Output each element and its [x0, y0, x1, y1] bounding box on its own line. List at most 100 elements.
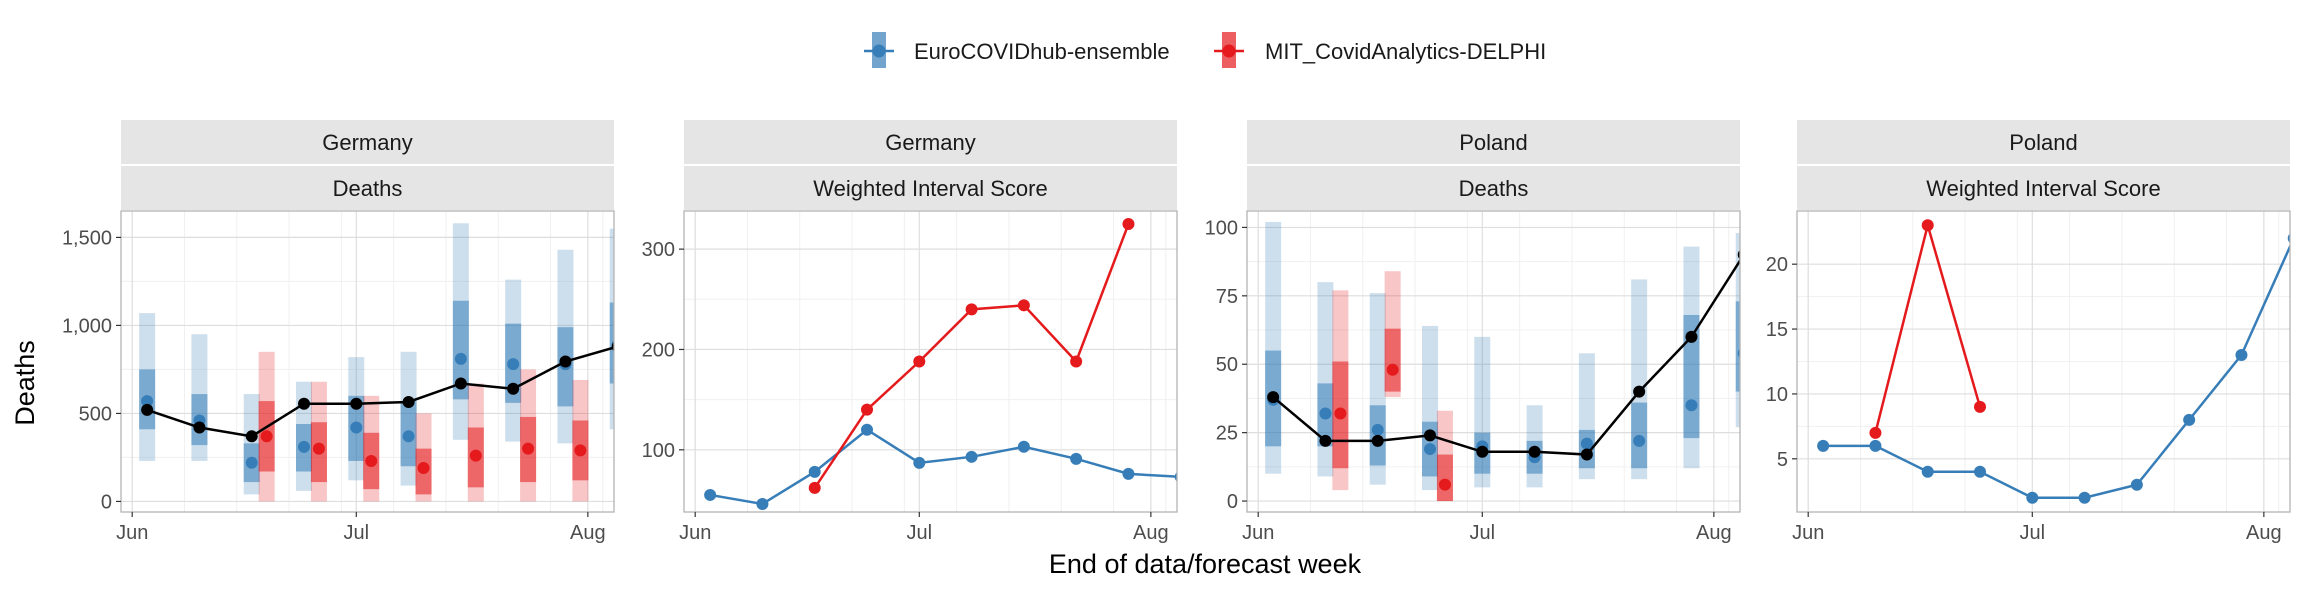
score-point-mit-covidanalytics-delphi: [1017, 299, 1030, 312]
score-point-mit-covidanalytics-delphi: [1921, 219, 1934, 232]
y-tick-label: 25: [1216, 423, 1238, 445]
observed-point: [507, 382, 520, 395]
panel-germany-deaths: Germany Deaths 0 500 1,000 1,500 Jun Jul Aug: [62, 120, 615, 544]
median-point-mit-covidanalytics-delphi: [417, 461, 430, 474]
score-point-mit-covidanalytics-delphi: [1974, 400, 1987, 413]
score-point-eurocovidhub-ensemble: [1974, 465, 1987, 478]
median-point-eurocovidhub-ensemble: [1424, 443, 1437, 456]
x-tick-label: Jul: [344, 522, 370, 544]
panel-border: [1796, 210, 2291, 513]
x-axis-title: End of data/forecast week: [1049, 549, 1362, 579]
strip-metric-label: Weighted Interval Score: [1926, 176, 2160, 201]
y-tick-label: 100: [642, 440, 675, 462]
median-point-eurocovidhub-ensemble: [507, 358, 520, 371]
score-point-eurocovidhub-ensemble: [1869, 439, 1882, 452]
interval-90-eurocovidhub-ensemble: [1317, 282, 1334, 477]
median-point-mit-covidanalytics-delphi: [1438, 478, 1451, 491]
observed-point: [350, 397, 363, 410]
median-point-eurocovidhub-ensemble: [454, 352, 467, 365]
score-point-mit-covidanalytics-delphi: [1869, 426, 1882, 439]
median-point-mit-covidanalytics-delphi: [574, 444, 587, 457]
median-point-eurocovidhub-ensemble: [141, 395, 154, 408]
y-tick-label: 5: [1777, 449, 1788, 471]
score-point-eurocovidhub-ensemble: [2235, 349, 2248, 362]
score-point-mit-covidanalytics-delphi: [913, 355, 926, 368]
x-tick-label: Aug: [570, 522, 606, 544]
legend-key-ensemble: [864, 32, 894, 68]
median-point-eurocovidhub-ensemble: [298, 440, 311, 453]
panel-poland-deaths: Poland Deaths 0 25 50 75 100 Jun Jul Aug: [1205, 120, 1741, 544]
score-point-eurocovidhub-ensemble: [2183, 413, 2196, 426]
score-point-eurocovidhub-ensemble: [913, 456, 926, 469]
score-point-eurocovidhub-ensemble: [2130, 478, 2143, 491]
score-point-mit-covidanalytics-delphi: [808, 481, 821, 494]
median-point-eurocovidhub-ensemble: [1685, 399, 1698, 412]
legend-delphi-point: [1222, 44, 1236, 58]
observed-point: [1633, 385, 1646, 398]
median-point-mit-covidanalytics-delphi: [1334, 407, 1347, 420]
strip-metric-bg: [121, 166, 614, 210]
grid-lines: [1247, 211, 1740, 512]
grid-lines: [1797, 211, 2290, 512]
score-point-mit-covidanalytics-delphi: [1122, 218, 1135, 231]
strip-metric-label: Deaths: [333, 176, 403, 201]
x-tick-label: Jul: [2020, 522, 2046, 544]
y-tick-label: 0: [1227, 491, 1238, 513]
score-point-eurocovidhub-ensemble: [861, 423, 874, 436]
observed-point: [1424, 429, 1437, 442]
y-tick-label: 50: [1216, 354, 1238, 376]
strip-location-bg: [1797, 120, 2290, 164]
observed-point: [454, 377, 467, 390]
median-point-mit-covidanalytics-delphi: [312, 442, 325, 455]
median-point-mit-covidanalytics-delphi: [469, 449, 482, 462]
legend: EuroCOVIDhub-ensemble MIT_CovidAnalytics…: [864, 32, 1546, 68]
plot-data: [704, 218, 1177, 510]
score-point-eurocovidhub-ensemble: [808, 465, 821, 478]
strip-metric-bg: [684, 166, 1177, 210]
observed-point: [1528, 445, 1541, 458]
observed-point: [1476, 445, 1489, 458]
score-point-eurocovidhub-ensemble: [1122, 467, 1135, 480]
strip-location-bg: [1247, 120, 1740, 164]
median-point-eurocovidhub-ensemble: [402, 430, 415, 443]
observed-point: [402, 395, 415, 408]
median-point-mit-covidanalytics-delphi: [522, 442, 535, 455]
observed-point: [1267, 391, 1280, 404]
observed-point: [1319, 434, 1332, 447]
median-point-eurocovidhub-ensemble: [350, 421, 363, 434]
plot-data: [139, 223, 614, 502]
observed-point: [1580, 448, 1593, 461]
median-point-mit-covidanalytics-delphi: [1386, 363, 1399, 376]
x-tick-label: Aug: [2246, 522, 2282, 544]
score-point-eurocovidhub-ensemble: [965, 450, 978, 463]
y-tick-label: 1,000: [62, 315, 112, 337]
x-tick-label: Jun: [1792, 522, 1824, 544]
plot-data: [1265, 221, 1740, 502]
score-point-eurocovidhub-ensemble: [2026, 491, 2039, 504]
panel-poland-weighted-interval-score: Poland Weighted Interval Score 5 10 15 20 Jun J…: [1766, 120, 2291, 544]
x-tick-label: Jun: [116, 522, 148, 544]
y-tick-label: 500: [79, 403, 112, 425]
observed-line: [1272, 258, 1740, 456]
score-point-eurocovidhub-ensemble: [2078, 491, 2091, 504]
y-tick-label: 200: [642, 339, 675, 361]
panel-border: [1246, 210, 1741, 513]
panel-germany-weighted-interval-score: Germany Weighted Interval Score 100 200 300 J…: [642, 120, 1178, 544]
y-tick-label: 100: [1205, 217, 1238, 239]
legend-delphi-label: MIT_CovidAnalytics-DELPHI: [1265, 39, 1546, 64]
x-tick-label: Jul: [907, 522, 933, 544]
interval-50-eurocovidhub-ensemble: [452, 300, 469, 400]
interval-50-mit-covidanalytics-delphi: [1436, 454, 1453, 502]
y-tick-label: 75: [1216, 286, 1238, 308]
score-point-mit-covidanalytics-delphi: [861, 403, 874, 416]
y-tick-label: 0: [101, 491, 112, 513]
x-tick-label: Jun: [679, 522, 711, 544]
interval-50-eurocovidhub-ensemble: [1735, 301, 1740, 392]
strip-location-label: Germany: [885, 130, 975, 155]
plot-data: [1817, 219, 2290, 504]
strip-location-bg: [684, 120, 1177, 164]
median-point-eurocovidhub-ensemble: [1580, 437, 1593, 450]
observed-point: [298, 397, 311, 410]
x-tick-label: Aug: [1133, 522, 1169, 544]
